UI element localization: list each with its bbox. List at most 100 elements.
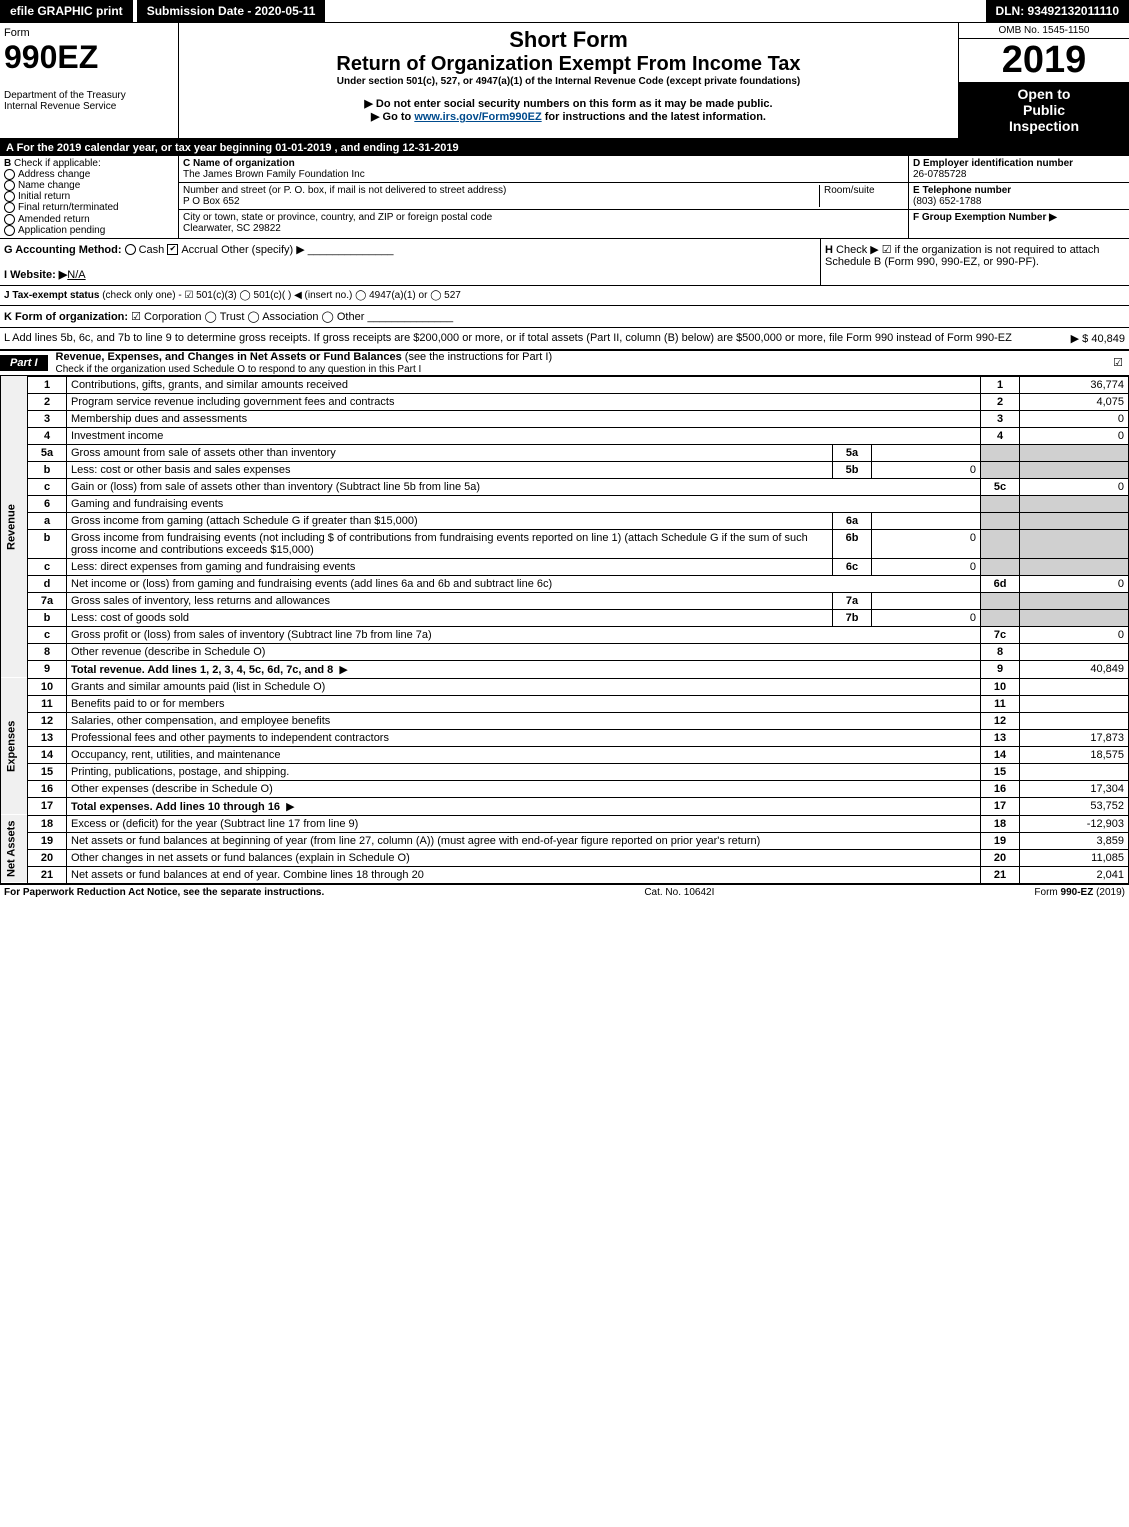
footer-left: For Paperwork Reduction Act Notice, see … — [4, 887, 324, 898]
line-6c-desc: Less: direct expenses from gaming and fu… — [67, 558, 833, 575]
shaded-cell — [1020, 495, 1129, 512]
page-footer: For Paperwork Reduction Act Notice, see … — [0, 884, 1129, 900]
line-14-num: 14 — [981, 746, 1020, 763]
line-6b-desc: Gross income from fundraising events (no… — [67, 529, 833, 558]
main-title: Return of Organization Exempt From Incom… — [183, 53, 954, 76]
line-12-desc: Salaries, other compensation, and employ… — [67, 712, 981, 729]
shaded-cell — [981, 592, 1020, 609]
line-13-amt: 17,873 — [1020, 729, 1129, 746]
shaded-cell — [981, 609, 1020, 626]
name-change-radio[interactable] — [4, 180, 15, 191]
line-5a-subamt — [872, 444, 981, 461]
line-4-amt: 0 — [1020, 427, 1129, 444]
line-21-num: 21 — [981, 866, 1020, 883]
short-form-title: Short Form — [183, 27, 954, 53]
line-6d-num: 6d — [981, 575, 1020, 592]
phone-value: (803) 652-1788 — [913, 196, 981, 207]
section-c-mid: C Name of organization The James Brown F… — [179, 156, 909, 238]
room-suite-label: Room/suite — [819, 185, 904, 207]
line-1-amt: 36,774 — [1020, 376, 1129, 393]
org-city: Clearwater, SC 29822 — [183, 223, 281, 234]
line-4-num: 4 — [981, 427, 1020, 444]
line-5c-desc: Gain or (loss) from sale of assets other… — [67, 478, 981, 495]
opt-address-change: Address change — [18, 169, 90, 180]
j-row: J Tax-exempt status (check only one) - ☑… — [0, 286, 1129, 306]
addr-label: Number and street (or P. O. box, if mail… — [183, 185, 506, 196]
line-21-desc: Net assets or fund balances at end of ye… — [67, 866, 981, 883]
line-5b-subamt: 0 — [872, 461, 981, 478]
irs-link[interactable]: www.irs.gov/Form990EZ — [414, 111, 541, 123]
g-cash: Cash — [139, 244, 165, 256]
line-16-num: 16 — [981, 780, 1020, 797]
line-8-num: 8 — [981, 643, 1020, 660]
goto-post: for instructions and the latest informat… — [542, 111, 766, 123]
line-10-amt — [1020, 678, 1129, 695]
form-number: 990EZ — [4, 39, 174, 76]
part-1-checkbox[interactable]: ☑ — [1113, 356, 1123, 369]
form-word: Form — [4, 27, 174, 39]
line-12-amt — [1020, 712, 1129, 729]
opt-final-return: Final return/terminated — [18, 203, 119, 214]
l-amount: ▶ $ 40,849 — [1025, 332, 1125, 345]
line-15-desc: Printing, publications, postage, and shi… — [67, 763, 981, 780]
h-text: Check ▶ ☑ if the organization is not req… — [825, 244, 1100, 268]
line-7c-num: 7c — [981, 626, 1020, 643]
line-14-amt: 18,575 — [1020, 746, 1129, 763]
line-20-desc: Other changes in net assets or fund bala… — [67, 849, 981, 866]
opt-name-change: Name change — [18, 180, 80, 191]
footer-right: Form 990-EZ (2019) — [1034, 887, 1125, 898]
c-label: C Name of organization — [183, 158, 295, 169]
final-return-radio[interactable] — [4, 202, 15, 213]
line-11-desc: Benefits paid to or for members — [67, 695, 981, 712]
cash-radio[interactable] — [125, 244, 136, 255]
revenue-side-label: Revenue — [1, 376, 28, 678]
open-line-1: Open to — [963, 86, 1125, 102]
l-row: L Add lines 5b, 6c, and 7b to line 9 to … — [0, 328, 1129, 350]
line-14-desc: Occupancy, rent, utilities, and maintena… — [67, 746, 981, 763]
line-4-desc: Investment income — [67, 427, 981, 444]
line-7c-desc: Gross profit or (loss) from sales of inv… — [67, 626, 981, 643]
initial-return-radio[interactable] — [4, 191, 15, 202]
g-other: Other (specify) ▶ — [221, 244, 305, 256]
line-6a-subamt — [872, 512, 981, 529]
j-detail: (check only one) - ☑ 501(c)(3) ◯ 501(c)(… — [102, 290, 461, 301]
line-18-num: 18 — [981, 815, 1020, 832]
accrual-check[interactable] — [167, 244, 178, 255]
line-11-num: 11 — [981, 695, 1020, 712]
section-d-e-f: D Employer identification number26-07857… — [909, 156, 1129, 238]
line-17-num: 17 — [981, 797, 1020, 815]
application-pending-radio[interactable] — [4, 225, 15, 236]
b-check-label: Check if applicable: — [14, 158, 101, 169]
tax-year: 2019 — [959, 39, 1129, 82]
g-h-row: G Accounting Method: Cash Accrual Other … — [0, 239, 1129, 286]
amended-return-radio[interactable] — [4, 214, 15, 225]
e-label: E Telephone number — [913, 185, 1011, 196]
b-label: B — [4, 158, 11, 169]
g-accrual: Accrual — [181, 244, 218, 256]
line-7c-amt: 0 — [1020, 626, 1129, 643]
open-line-2: Public — [963, 102, 1125, 118]
address-change-radio[interactable] — [4, 169, 15, 180]
line-3-amt: 0 — [1020, 410, 1129, 427]
line-19-num: 19 — [981, 832, 1020, 849]
line-6a-desc: Gross income from gaming (attach Schedul… — [67, 512, 833, 529]
shaded-cell — [1020, 529, 1129, 558]
open-to-public-box: Open to Public Inspection — [959, 82, 1129, 138]
f-label: F Group Exemption Number ▶ — [913, 212, 1057, 223]
footer-cat-no: Cat. No. 10642I — [644, 887, 714, 898]
line-9-num: 9 — [981, 660, 1020, 678]
dept-treasury: Department of the Treasury — [4, 90, 174, 101]
efile-print-button[interactable]: efile GRAPHIC print — [0, 0, 133, 22]
line-18-amt: -12,903 — [1020, 815, 1129, 832]
part-1-title: Revenue, Expenses, and Changes in Net As… — [56, 351, 402, 363]
line-5c-num: 5c — [981, 478, 1020, 495]
open-line-3: Inspection — [963, 118, 1125, 134]
dept-irs: Internal Revenue Service — [4, 101, 174, 112]
line-7a-sub: 7a — [833, 592, 872, 609]
shaded-cell — [981, 512, 1020, 529]
website-value: N/A — [67, 269, 85, 281]
line-8-desc: Other revenue (describe in Schedule O) — [67, 643, 981, 660]
line-3-desc: Membership dues and assessments — [67, 410, 981, 427]
line-5c-amt: 0 — [1020, 478, 1129, 495]
line-19-amt: 3,859 — [1020, 832, 1129, 849]
